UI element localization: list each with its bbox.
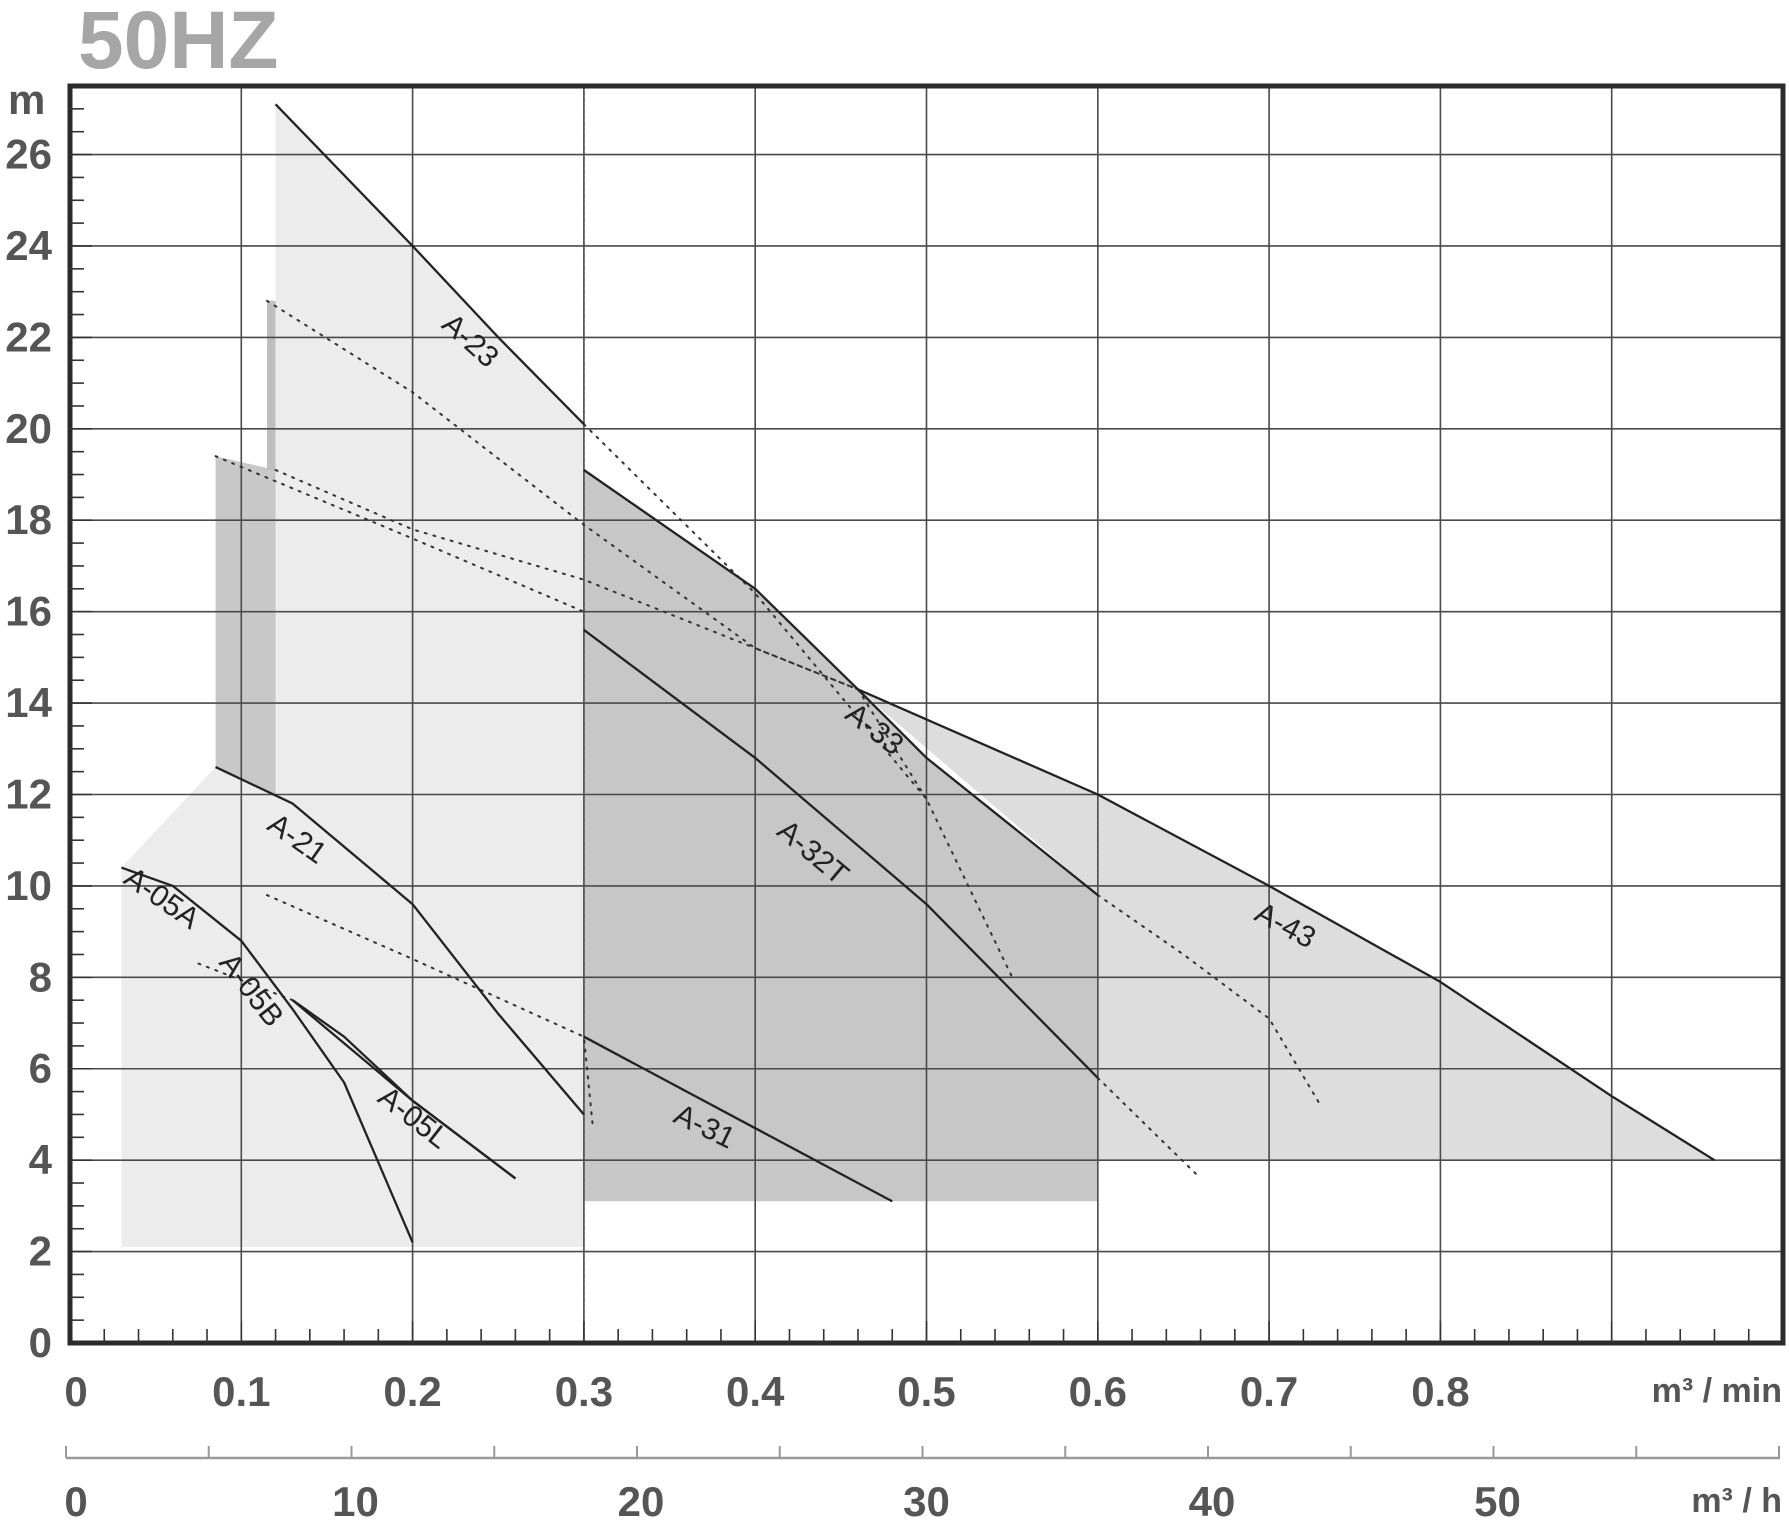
curve-a-21 bbox=[215, 766, 585, 1116]
x2-axis-unit: m³ / h bbox=[1691, 1482, 1782, 1520]
dotted-curve bbox=[266, 894, 594, 1125]
dotted-curve bbox=[1096, 894, 1322, 1107]
x2-tick-label: 20 bbox=[618, 1478, 665, 1520]
chart-title: 50HZ bbox=[78, 0, 279, 86]
dotted-curve bbox=[857, 688, 928, 801]
y-tick-label: 20 bbox=[5, 405, 52, 452]
y-tick-label: 6 bbox=[29, 1045, 52, 1092]
x2-tick-label: 0 bbox=[64, 1478, 87, 1520]
y-tick-label: 12 bbox=[5, 770, 52, 817]
x2-tick-label: 10 bbox=[332, 1478, 379, 1520]
x-tick-label: 0.7 bbox=[1240, 1368, 1298, 1415]
x2-tick-label: 50 bbox=[1474, 1478, 1521, 1520]
y-tick-label: 0 bbox=[29, 1319, 52, 1366]
operating-region-3 bbox=[215, 456, 276, 795]
x-tick-label: 0.6 bbox=[1069, 1368, 1127, 1415]
y-tick-label: 16 bbox=[5, 588, 52, 635]
efficiency-dotted-curves bbox=[197, 299, 1322, 1180]
curve-a-05l bbox=[291, 999, 517, 1180]
operating-regions bbox=[121, 104, 1715, 1247]
x-tick-label: 0 bbox=[64, 1368, 87, 1415]
dotted-curve bbox=[1096, 1076, 1202, 1180]
operating-region-1 bbox=[858, 689, 1715, 1161]
y-tick-label: 18 bbox=[5, 496, 52, 543]
dotted-curve bbox=[214, 455, 585, 613]
x-tick-label: 0.1 bbox=[212, 1368, 270, 1415]
y-tick-label: 10 bbox=[5, 862, 52, 909]
curve-a-23 bbox=[274, 103, 585, 426]
x-tick-label: 0.3 bbox=[555, 1368, 613, 1415]
grid-lines bbox=[70, 86, 1783, 1343]
operating-region-5 bbox=[121, 104, 584, 1247]
y-tick-label: 14 bbox=[5, 679, 52, 726]
operating-region-2 bbox=[583, 470, 1098, 1202]
curve-a-31 bbox=[583, 1035, 893, 1203]
x-axis-unit: m³ / min bbox=[1652, 1372, 1782, 1410]
dotted-curve bbox=[274, 469, 859, 691]
x-tick-label: 0.5 bbox=[897, 1368, 955, 1415]
y-axis-unit: m bbox=[8, 76, 45, 123]
curve-a-05a bbox=[121, 866, 414, 1243]
pump-curves bbox=[121, 103, 1716, 1243]
x-tick-label: 0.8 bbox=[1411, 1368, 1469, 1415]
x-tick-label: 0.4 bbox=[726, 1368, 785, 1415]
y-tick-label: 22 bbox=[5, 313, 52, 360]
curve-a-43 bbox=[857, 688, 1716, 1162]
x2-tick-label: 40 bbox=[1189, 1478, 1236, 1520]
operating-region-4 bbox=[267, 300, 276, 470]
y-tick-label: 26 bbox=[5, 131, 52, 178]
y-tick-label: 2 bbox=[29, 1228, 52, 1275]
dotted-curve bbox=[266, 299, 859, 691]
x2-tick-label: 30 bbox=[903, 1478, 950, 1520]
y-tick-label: 4 bbox=[29, 1136, 53, 1183]
y-tick-label: 8 bbox=[29, 953, 52, 1000]
y-tick-label: 24 bbox=[5, 222, 52, 269]
curve-a-32t bbox=[583, 628, 1099, 1079]
x-tick-label: 0.2 bbox=[383, 1368, 441, 1415]
